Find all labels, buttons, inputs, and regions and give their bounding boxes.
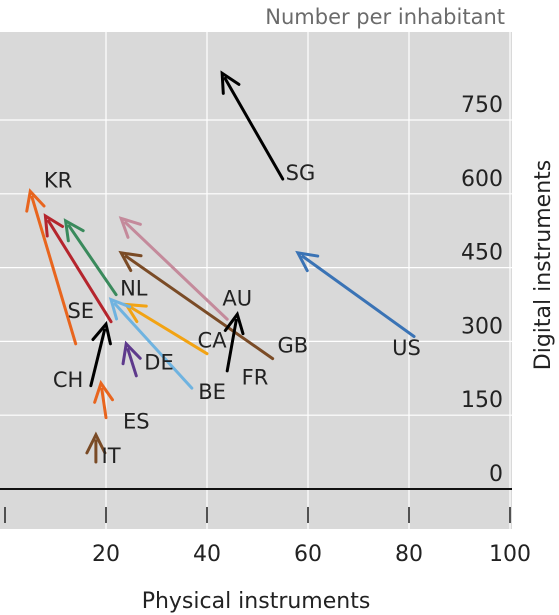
country-label-be: BE bbox=[198, 380, 226, 404]
chart-subtitle: Number per inhabitant bbox=[265, 5, 505, 29]
country-label-us: US bbox=[392, 336, 421, 360]
y-axis-label: Digital instruments bbox=[531, 160, 556, 370]
country-label-nl: NL bbox=[120, 277, 148, 301]
y-tick-label: 0 bbox=[489, 462, 503, 487]
country-label-sg: SG bbox=[286, 161, 316, 185]
x-axis-label: Physical instruments bbox=[142, 589, 371, 614]
x-tick-label: 40 bbox=[193, 542, 221, 567]
country-label-de: DE bbox=[144, 351, 173, 375]
country-label-se: SE bbox=[67, 299, 94, 323]
y-tick-label: 450 bbox=[461, 241, 503, 266]
y-tick-label: 750 bbox=[461, 93, 503, 118]
plot-background bbox=[0, 32, 512, 529]
country-label-kr: KR bbox=[44, 169, 72, 193]
country-label-gb: GB bbox=[278, 333, 309, 357]
country-label-es: ES bbox=[123, 410, 150, 434]
country-label-it: IT bbox=[102, 444, 121, 468]
y-tick-label: 300 bbox=[461, 314, 503, 339]
country-label-ca: CA bbox=[198, 328, 228, 352]
country-label-ch: CH bbox=[53, 368, 83, 392]
country-label-fr: FR bbox=[242, 365, 269, 389]
y-tick-label: 150 bbox=[461, 388, 503, 413]
x-tick-label: 60 bbox=[294, 542, 322, 567]
x-tick-label: 100 bbox=[489, 542, 531, 567]
x-tick-label: 80 bbox=[395, 542, 423, 567]
x-tick-label: 20 bbox=[92, 542, 120, 567]
y-tick-label: 600 bbox=[461, 167, 503, 192]
country-label-au: AU bbox=[222, 287, 252, 311]
